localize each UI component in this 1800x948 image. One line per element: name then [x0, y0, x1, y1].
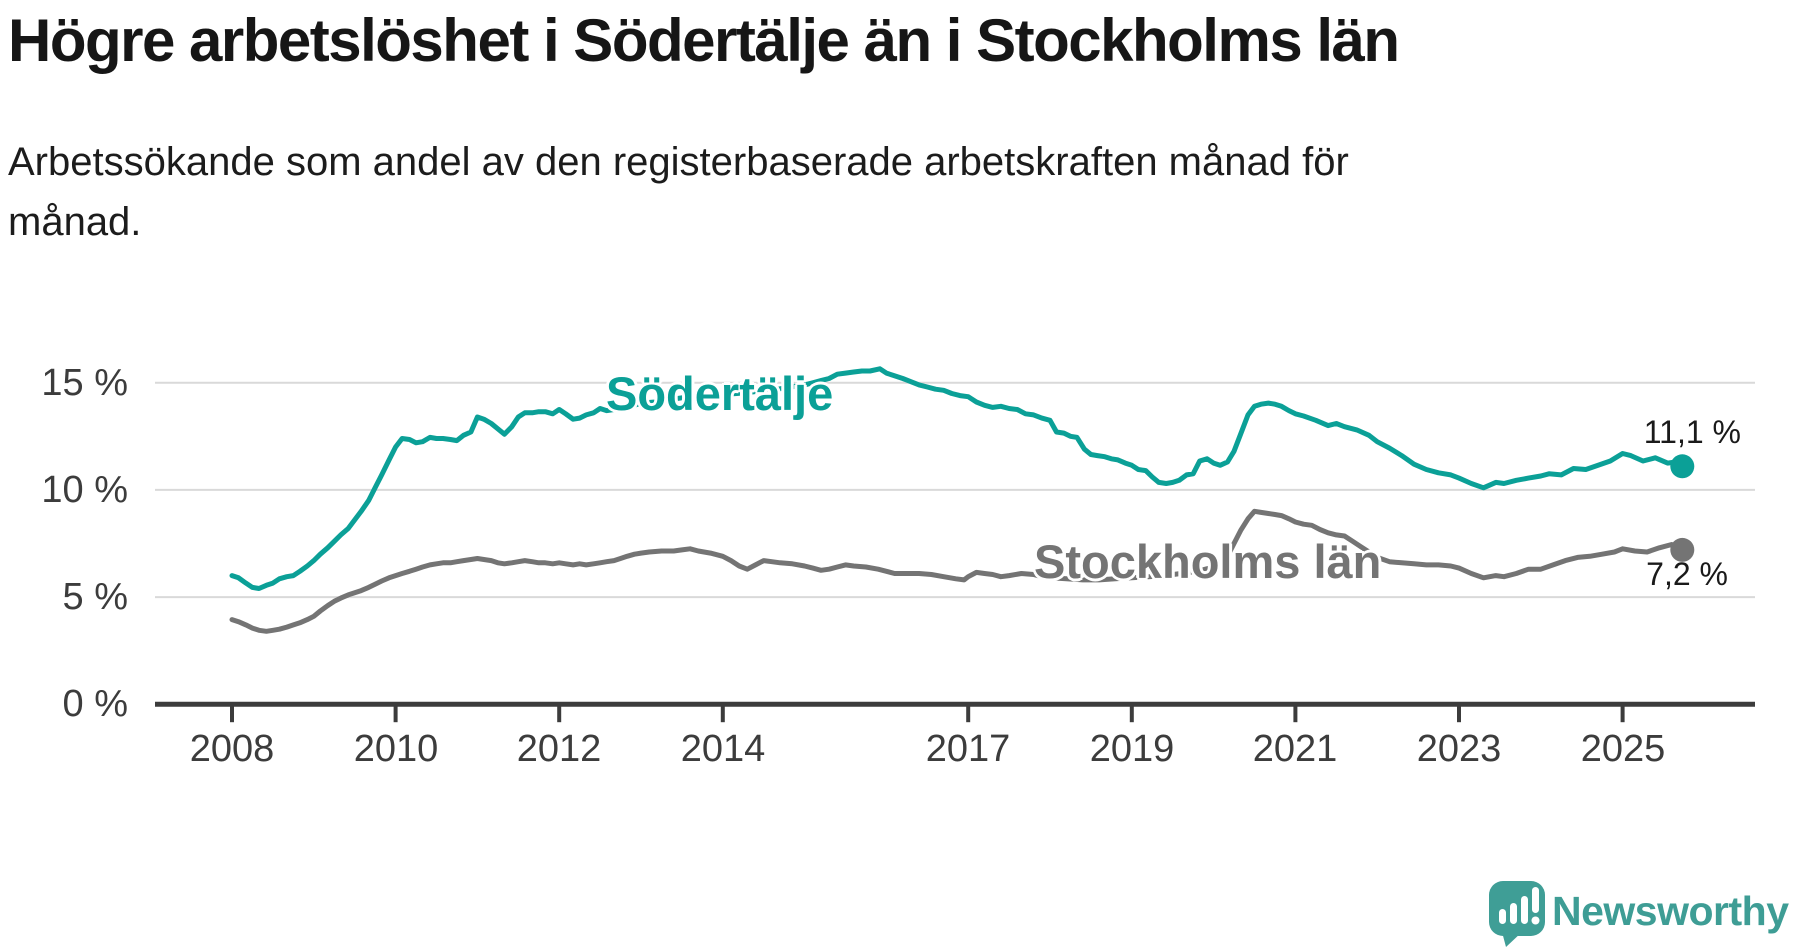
x-axis-label-2014: 2014 [680, 728, 766, 770]
chart-title: Högre arbetslöshet i Södertälje än i Sto… [8, 7, 1400, 74]
x-axis-label-2023: 2023 [1416, 728, 1502, 770]
chart-subtitle: Arbetssökande som andel av den registerb… [8, 132, 1508, 252]
x-axis-label-2017: 2017 [925, 728, 1011, 770]
series-label-stockholms-lan: Stockholms län [1034, 535, 1382, 588]
newsworthy-wordmark: Newsworthy [1552, 888, 1789, 934]
end-value-label-stockholms-lan: 7,2 % [1646, 556, 1728, 592]
x-axis-label-2010: 2010 [353, 728, 439, 770]
end-value-label-sodertalje: 11,1 % [1643, 414, 1741, 450]
y-axis-label-10pct: 10 % [41, 469, 128, 511]
series-label-sodertalje: Södertälje [606, 367, 834, 420]
end-dot-sodertalje [1670, 454, 1695, 479]
y-axis-label-0pct: 0 % [62, 683, 128, 725]
newsworthy-bubble-chart-icon [1489, 881, 1545, 947]
series-line-stockholms-lan [229, 508, 1685, 634]
x-axis-label-2025: 2025 [1580, 728, 1666, 770]
newsworthy-logo: Newsworthy [1488, 880, 1800, 948]
chart-subtitle-line-1: Arbetssökande som andel av den registerb… [8, 140, 1349, 184]
y-axis-label-5pct: 5 % [62, 576, 128, 618]
end-dot-stockholms-lan [1670, 537, 1695, 562]
y-axis-label-15pct: 15 % [41, 362, 128, 404]
x-axis-label-2021: 2021 [1252, 728, 1338, 770]
series-line-sodertalje [229, 366, 1685, 591]
chart-subtitle-line-2: månad. [8, 200, 142, 244]
x-axis-label-2012: 2012 [516, 728, 602, 770]
x-axis-label-2019: 2019 [1089, 728, 1175, 770]
x-axis-label-2008: 2008 [189, 728, 275, 770]
